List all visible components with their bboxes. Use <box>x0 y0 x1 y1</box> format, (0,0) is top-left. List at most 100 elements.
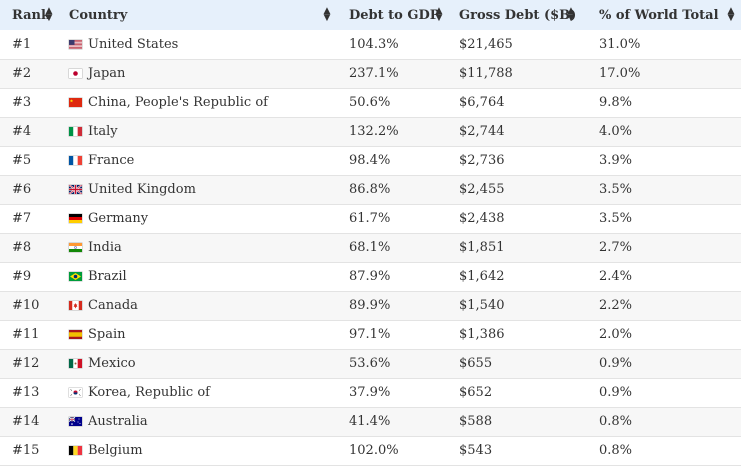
debt-to-gdp-cell: 98.4% <box>349 153 391 168</box>
country-cell: United Kingdom <box>57 175 337 204</box>
world-share-cell: 4.0% <box>599 124 633 139</box>
rank-cell: #10 <box>12 298 40 313</box>
gross-debt-cell: $1,851 <box>459 240 505 255</box>
country-name: United States <box>88 36 179 52</box>
country-cell: Japan <box>57 59 337 88</box>
sort-icon[interactable]: ▲ ▼ <box>727 6 735 23</box>
rank-cell: #13 <box>12 385 40 400</box>
table-row: #1 United States 104.3% $21,465 31.0% <box>0 30 741 59</box>
country-name: Spain <box>88 327 126 342</box>
gross-debt-cell: $2,744 <box>459 124 505 139</box>
column-header-debt-to-gdp-label: Debt to GDP <box>349 7 440 23</box>
it-flag-icon <box>69 127 82 136</box>
column-header-country-label: Country <box>69 7 128 23</box>
table-row: #14 Australia 41.4% $588 0.8% <box>0 407 741 436</box>
debt-to-gdp-cell: 37.9% <box>349 385 391 400</box>
table-row: #8 India 68.1% $1,851 2.7% <box>0 233 741 262</box>
gross-debt-cell: $2,736 <box>459 153 505 168</box>
jp-flag-icon <box>69 69 82 78</box>
column-header-gross-debt[interactable]: Gross Debt ($B) ▲ ▼ <box>447 0 587 30</box>
br-flag-icon <box>69 272 82 281</box>
table-row: #15 Belgium 102.0% $543 0.8% <box>0 436 741 465</box>
table-row: #3 China, People's Republic of 50.6% $6,764… <box>0 88 741 117</box>
header-row: Rank ▲ ▼ Country ▲ ▼ Debt to GDP ▲ ▼ Gross … <box>0 0 741 30</box>
country-name: Belgium <box>88 443 143 458</box>
debt-to-gdp-cell: 68.1% <box>349 240 391 255</box>
table-row: #12 Mexico 53.6% $655 0.9% <box>0 349 741 378</box>
country-cell: France <box>57 146 337 175</box>
table-row: #10 Canada 89.9% $1,540 2.2% <box>0 291 741 320</box>
gross-debt-cell: $1,540 <box>459 298 505 313</box>
debt-to-gdp-cell: 97.1% <box>349 327 391 342</box>
country-name: Mexico <box>88 356 136 371</box>
rank-cell: #1 <box>12 36 32 52</box>
country-name: Korea, Republic of <box>88 385 210 400</box>
table-row: #4 Italy 132.2% $2,744 4.0% <box>0 117 741 146</box>
column-header-country[interactable]: Country ▲ ▼ <box>57 0 337 30</box>
country-name: Canada <box>88 298 138 313</box>
world-share-cell: 31.0% <box>599 36 641 52</box>
table-row: #2 Japan 237.1% $11,788 17.0% <box>0 59 741 88</box>
world-share-cell: 0.8% <box>599 443 633 458</box>
gross-debt-cell: $6,764 <box>459 95 505 110</box>
country-cell: China, People's Republic of <box>57 88 337 117</box>
gross-debt-cell: $652 <box>459 385 493 400</box>
debt-to-gdp-cell: 86.8% <box>349 182 391 197</box>
rank-cell: #5 <box>12 153 32 168</box>
table-row: #7 Germany 61.7% $2,438 3.5% <box>0 204 741 233</box>
es-flag-icon <box>69 330 82 339</box>
sort-icon[interactable]: ▲ ▼ <box>45 6 53 23</box>
rank-cell: #15 <box>12 443 40 458</box>
debt-to-gdp-cell: 102.0% <box>349 443 399 458</box>
country-cell: United States <box>57 30 337 59</box>
table-row: #6 United Kingdom 86.8% $2,455 3.5% <box>0 175 741 204</box>
world-share-cell: 9.8% <box>599 95 633 110</box>
country-name: France <box>88 153 135 168</box>
debt-to-gdp-cell: 41.4% <box>349 414 391 429</box>
country-name: Japan <box>88 66 126 81</box>
country-name: Italy <box>88 124 118 139</box>
column-header-rank[interactable]: Rank ▲ ▼ <box>0 0 57 30</box>
world-share-cell: 0.9% <box>599 385 633 400</box>
rank-cell: #11 <box>12 327 40 342</box>
rank-cell: #12 <box>12 356 40 371</box>
country-cell: Belgium <box>57 436 337 465</box>
gross-debt-cell: $21,465 <box>459 36 513 52</box>
world-share-cell: 2.4% <box>599 269 633 284</box>
rank-cell: #9 <box>12 269 32 284</box>
debt-to-gdp-cell: 132.2% <box>349 124 399 139</box>
debt-to-gdp-cell: 53.6% <box>349 356 391 371</box>
au-flag-icon <box>69 417 82 426</box>
sort-icon[interactable]: ▲ ▼ <box>567 6 575 23</box>
sort-icon[interactable]: ▲ ▼ <box>435 6 443 23</box>
world-share-cell: 3.5% <box>599 211 633 226</box>
debt-to-gdp-cell: 104.3% <box>349 36 399 52</box>
country-cell: Brazil <box>57 262 337 291</box>
rank-cell: #6 <box>12 182 32 197</box>
rank-cell: #7 <box>12 211 32 226</box>
column-header-debt-to-gdp[interactable]: Debt to GDP ▲ ▼ <box>337 0 447 30</box>
world-share-cell: 3.9% <box>599 153 633 168</box>
country-cell: India <box>57 233 337 262</box>
mx-flag-icon <box>69 359 82 368</box>
world-share-cell: 2.0% <box>599 327 633 342</box>
column-header-world-share[interactable]: % of World Total ▲ ▼ <box>587 0 741 30</box>
be-flag-icon <box>69 446 82 455</box>
column-header-world-share-label: % of World Total <box>599 7 719 23</box>
debt-to-gdp-cell: 89.9% <box>349 298 391 313</box>
gb-flag-icon <box>69 185 82 194</box>
sort-icon[interactable]: ▲ ▼ <box>323 6 331 23</box>
country-cell: Italy <box>57 117 337 146</box>
country-name: Australia <box>88 414 148 429</box>
table-header: Rank ▲ ▼ Country ▲ ▼ Debt to GDP ▲ ▼ Gross … <box>0 0 741 30</box>
gross-debt-cell: $2,438 <box>459 211 505 226</box>
gross-debt-cell: $2,455 <box>459 182 505 197</box>
world-share-cell: 0.9% <box>599 356 633 371</box>
in-flag-icon <box>69 243 82 252</box>
column-header-gross-debt-label: Gross Debt ($B) <box>459 7 577 23</box>
country-name: Brazil <box>88 269 127 284</box>
world-share-cell: 2.2% <box>599 298 633 313</box>
rank-cell: #4 <box>12 124 32 139</box>
column-header-rank-label: Rank <box>12 7 50 23</box>
rank-cell: #14 <box>12 414 40 429</box>
